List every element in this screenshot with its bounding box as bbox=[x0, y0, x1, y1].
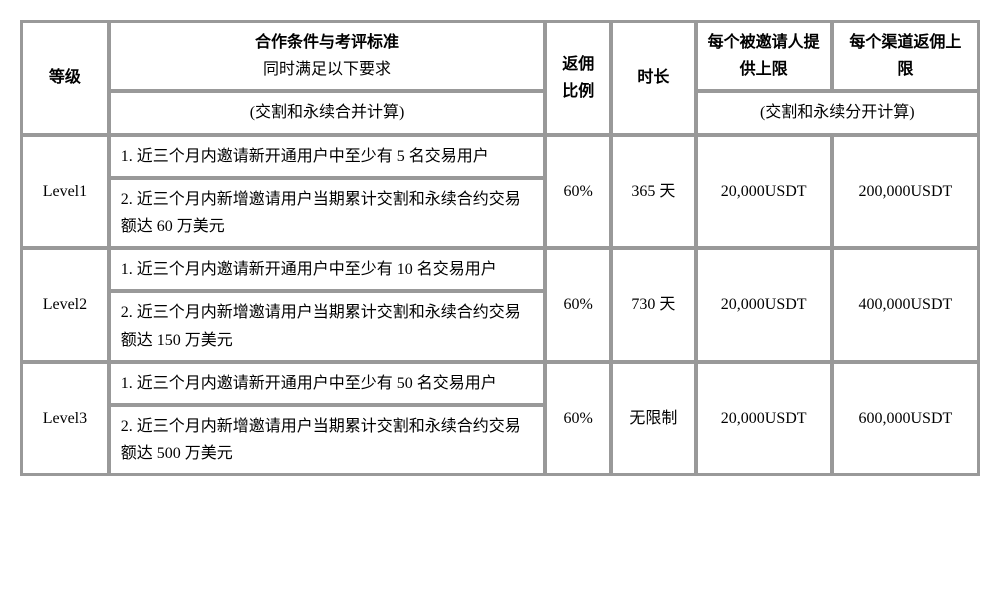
cell-per-invitee: 20,000USDT bbox=[697, 363, 831, 475]
table-row: Level3 1. 近三个月内邀请新开通用户中至少有 50 名交易用户 60% … bbox=[22, 363, 978, 404]
cell-per-channel: 200,000USDT bbox=[833, 136, 978, 248]
table-row: Level2 1. 近三个月内邀请新开通用户中至少有 10 名交易用户 60% … bbox=[22, 249, 978, 290]
header-conditions-note-text: (交割和永续合并计算) bbox=[250, 104, 405, 121]
header-limits-note-text: (交割和永续分开计算) bbox=[760, 104, 915, 121]
cell-condition: 1. 近三个月内邀请新开通用户中至少有 10 名交易用户 bbox=[110, 249, 545, 290]
cell-rebate: 60% bbox=[546, 136, 610, 248]
header-row-1: 等级 合作条件与考评标准 同时满足以下要求 返佣比例 时长 每个被邀请人提供上限… bbox=[22, 22, 978, 90]
header-per-invitee: 每个被邀请人提供上限 bbox=[697, 22, 831, 90]
cell-condition: 1. 近三个月内邀请新开通用户中至少有 50 名交易用户 bbox=[110, 363, 545, 404]
cell-rebate: 60% bbox=[546, 249, 610, 361]
header-conditions: 合作条件与考评标准 同时满足以下要求 bbox=[110, 22, 545, 90]
header-per-channel: 每个渠道返佣上限 bbox=[833, 22, 978, 90]
cell-duration: 730 天 bbox=[612, 249, 695, 361]
rebate-levels-table: 等级 合作条件与考评标准 同时满足以下要求 返佣比例 时长 每个被邀请人提供上限… bbox=[20, 20, 980, 476]
header-limits-note: (交割和永续分开计算) bbox=[697, 92, 978, 133]
cell-level: Level2 bbox=[22, 249, 108, 361]
header-row-2: (交割和永续合并计算) (交割和永续分开计算) bbox=[22, 92, 978, 133]
cell-condition: 2. 近三个月内新增邀请用户当期累计交割和永续合约交易额达 60 万美元 bbox=[110, 179, 545, 247]
cell-per-invitee: 20,000USDT bbox=[697, 136, 831, 248]
header-conditions-note: (交割和永续合并计算) bbox=[110, 92, 545, 133]
cell-duration: 365 天 bbox=[612, 136, 695, 248]
cell-level: Level3 bbox=[22, 363, 108, 475]
header-duration-text: 时长 bbox=[637, 69, 669, 86]
header-per-invitee-text: 每个被邀请人提供上限 bbox=[708, 34, 820, 78]
header-rebate-text: 返佣比例 bbox=[562, 56, 594, 100]
header-conditions-title: 合作条件与考评标准 bbox=[255, 34, 399, 51]
cell-condition: 2. 近三个月内新增邀请用户当期累计交割和永续合约交易额达 150 万美元 bbox=[110, 292, 545, 360]
header-per-channel-text: 每个渠道返佣上限 bbox=[849, 34, 961, 78]
cell-condition: 1. 近三个月内邀请新开通用户中至少有 5 名交易用户 bbox=[110, 136, 545, 177]
header-level-text: 等级 bbox=[49, 69, 81, 86]
table-row: Level1 1. 近三个月内邀请新开通用户中至少有 5 名交易用户 60% 3… bbox=[22, 136, 978, 177]
header-level: 等级 bbox=[22, 22, 108, 134]
header-duration: 时长 bbox=[612, 22, 695, 134]
cell-per-invitee: 20,000USDT bbox=[697, 249, 831, 361]
cell-per-channel: 600,000USDT bbox=[833, 363, 978, 475]
cell-condition: 2. 近三个月内新增邀请用户当期累计交割和永续合约交易额达 500 万美元 bbox=[110, 406, 545, 474]
header-conditions-sub: 同时满足以下要求 bbox=[263, 61, 391, 78]
cell-per-channel: 400,000USDT bbox=[833, 249, 978, 361]
header-rebate: 返佣比例 bbox=[546, 22, 610, 134]
cell-duration: 无限制 bbox=[612, 363, 695, 475]
cell-level: Level1 bbox=[22, 136, 108, 248]
cell-rebate: 60% bbox=[546, 363, 610, 475]
